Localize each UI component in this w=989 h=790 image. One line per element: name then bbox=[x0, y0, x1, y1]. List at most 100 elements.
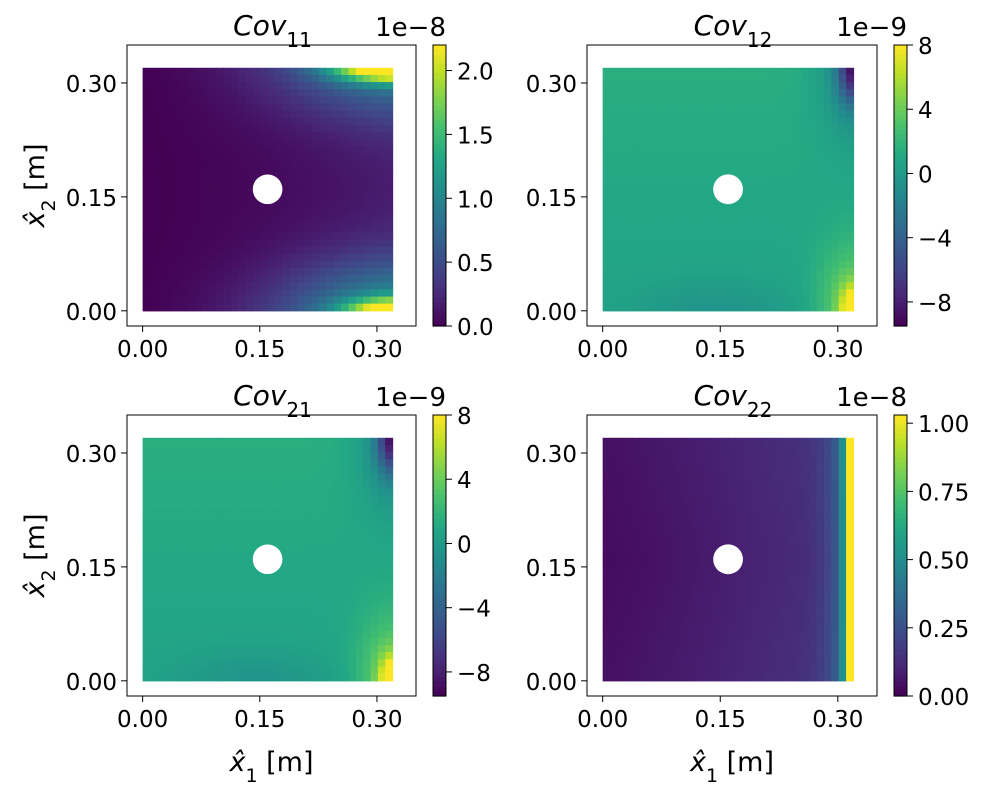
heatmap-cell bbox=[289, 530, 298, 539]
heatmap-cell bbox=[238, 210, 247, 219]
heatmap-cell bbox=[274, 232, 283, 240]
heatmap-cell bbox=[311, 246, 320, 255]
heatmap-cell bbox=[304, 232, 313, 240]
heatmap-cell bbox=[179, 652, 188, 660]
heatmap-cell bbox=[142, 523, 151, 532]
heatmap-cell bbox=[311, 609, 320, 618]
heatmap-cell bbox=[260, 246, 269, 255]
colorbar-segment bbox=[894, 616, 907, 622]
heatmap-cell bbox=[846, 645, 855, 653]
colorbar-segment bbox=[894, 124, 907, 130]
heatmap-cell bbox=[846, 623, 855, 632]
colorbar-segment bbox=[894, 162, 907, 168]
heatmap-cell bbox=[208, 67, 217, 76]
heatmap-cell bbox=[245, 459, 254, 467]
heatmap-cell bbox=[772, 509, 781, 518]
heatmap-cell bbox=[289, 89, 298, 97]
heatmap-cell bbox=[164, 196, 173, 205]
heatmap-cell bbox=[742, 289, 751, 298]
heatmap-cell bbox=[713, 246, 722, 255]
heatmap-cell bbox=[223, 666, 232, 675]
heatmap-cell bbox=[742, 480, 751, 489]
heatmap-cell bbox=[289, 82, 298, 90]
heatmap-cell bbox=[326, 203, 335, 212]
heatmap-cell bbox=[172, 659, 180, 668]
heatmap-cell bbox=[617, 96, 626, 105]
heatmap-cell bbox=[260, 595, 269, 603]
heatmap-cell bbox=[705, 487, 714, 496]
heatmap-cell bbox=[363, 246, 372, 255]
heatmap-cell bbox=[801, 217, 810, 226]
heatmap-cell bbox=[683, 210, 692, 219]
heatmap-cell bbox=[742, 652, 751, 660]
heatmap-cell bbox=[311, 296, 320, 305]
heatmap-cell bbox=[772, 673, 781, 682]
heatmap-cell bbox=[260, 167, 269, 176]
heatmap-cell bbox=[216, 659, 225, 668]
heatmap-cell bbox=[142, 652, 151, 660]
heatmap-cell bbox=[809, 452, 818, 460]
heatmap-cell bbox=[632, 537, 641, 546]
heatmap-cell bbox=[363, 545, 372, 553]
heatmap-cell bbox=[186, 466, 195, 475]
heatmap-cell bbox=[282, 217, 291, 226]
heatmap-cell bbox=[846, 124, 855, 133]
heatmap-cell bbox=[742, 444, 751, 453]
heatmap-cell bbox=[735, 537, 744, 546]
heatmap-cell bbox=[705, 275, 714, 283]
heatmap-cell bbox=[326, 103, 335, 112]
heatmap-cell bbox=[617, 566, 626, 575]
heatmap-cell bbox=[816, 167, 825, 176]
heatmap-cell bbox=[319, 210, 327, 219]
heatmap-cell bbox=[252, 609, 261, 618]
heatmap-cell bbox=[669, 110, 678, 119]
heatmap-cell bbox=[787, 89, 796, 97]
heatmap-cell bbox=[794, 74, 803, 83]
heatmap-cell bbox=[639, 637, 648, 646]
heatmap-cell bbox=[385, 167, 394, 176]
heatmap-cell bbox=[831, 480, 840, 489]
heatmap-cell bbox=[691, 103, 700, 112]
heatmap-cell bbox=[691, 203, 700, 212]
heatmap-cell bbox=[624, 203, 633, 212]
heatmap-cell bbox=[319, 587, 327, 596]
heatmap-cell bbox=[787, 253, 796, 262]
heatmap-cell bbox=[698, 509, 707, 518]
heatmap-cell bbox=[267, 673, 276, 682]
heatmap-cell bbox=[223, 267, 232, 276]
heatmap-cell bbox=[348, 530, 357, 539]
heatmap-cell bbox=[348, 289, 357, 298]
colorbar-segment bbox=[433, 222, 446, 229]
heatmap-cell bbox=[304, 530, 313, 539]
heatmap-cell bbox=[654, 509, 663, 518]
heatmap-cell bbox=[757, 189, 766, 198]
heatmap-cell bbox=[750, 530, 759, 539]
heatmap-cell bbox=[201, 459, 210, 467]
heatmap-cell bbox=[238, 217, 247, 226]
heatmap-cell bbox=[363, 239, 372, 248]
heatmap-cell bbox=[297, 573, 305, 582]
heatmap-cell bbox=[333, 132, 342, 140]
heatmap-cell bbox=[661, 637, 670, 646]
heatmap-cell bbox=[319, 217, 327, 226]
heatmap-cell bbox=[355, 182, 364, 190]
heatmap-cell bbox=[326, 509, 335, 518]
heatmap-cell bbox=[142, 480, 151, 489]
heatmap-cell bbox=[602, 175, 611, 183]
heatmap-cell bbox=[720, 530, 729, 539]
colorbar-segment bbox=[894, 513, 907, 519]
heatmap-cell bbox=[377, 296, 386, 305]
heatmap-cell bbox=[632, 602, 641, 610]
heatmap-cell bbox=[801, 666, 810, 675]
heatmap-cell bbox=[750, 487, 759, 496]
heatmap-cell bbox=[157, 110, 166, 119]
heatmap-cell bbox=[801, 160, 810, 169]
heatmap-cell bbox=[348, 160, 357, 169]
heatmap-cell bbox=[186, 652, 195, 660]
heatmap-cell bbox=[705, 289, 714, 298]
heatmap-cell bbox=[705, 239, 714, 248]
heatmap-cell bbox=[794, 609, 803, 618]
heatmap-cell bbox=[838, 303, 847, 312]
heatmap-cell bbox=[713, 452, 722, 460]
heatmap-cell bbox=[282, 502, 291, 510]
